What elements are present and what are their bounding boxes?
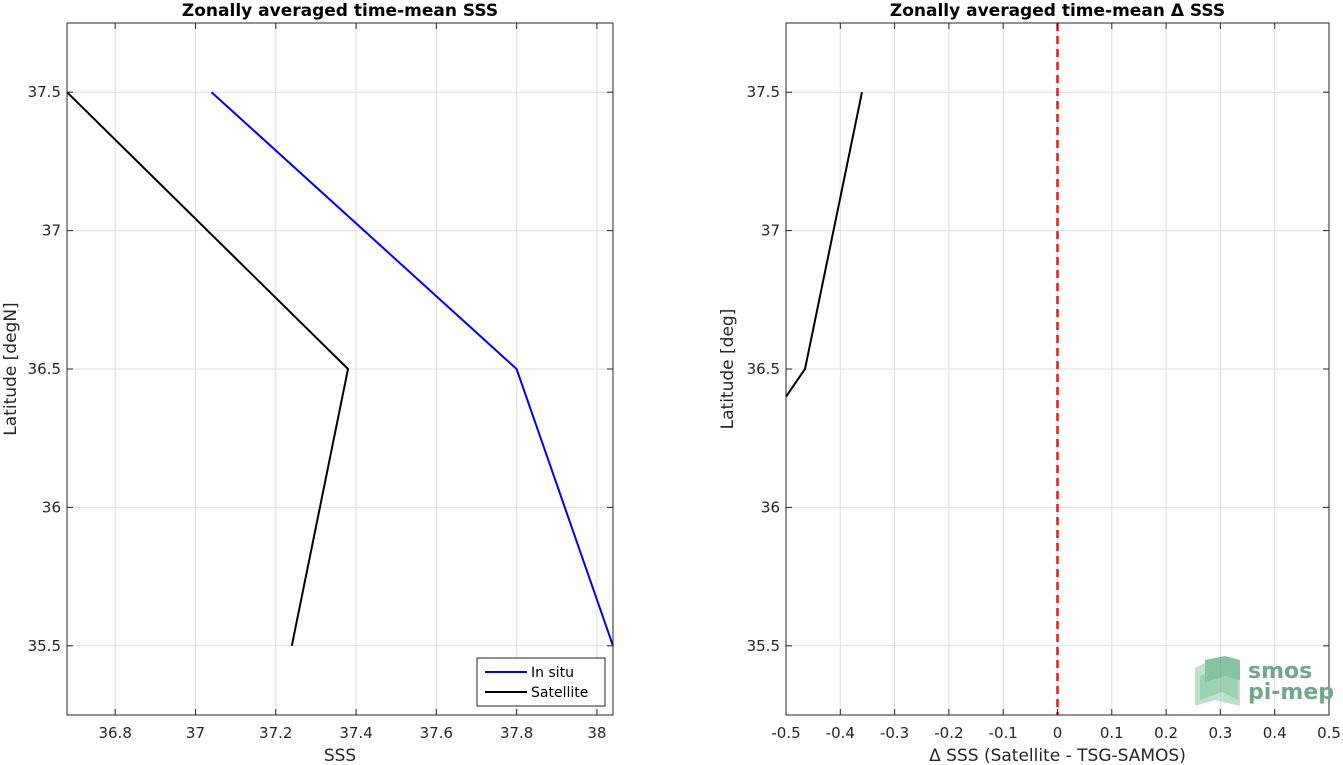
sss-chart-title: Zonally averaged time-mean SSS: [182, 1, 498, 21]
sss-y-axis-label: Latitude [degN]: [1, 302, 21, 435]
x-tick-label: 0.2: [1154, 724, 1178, 742]
y-tick-label: 37.5: [747, 83, 780, 101]
y-tick-label: 37: [761, 222, 780, 240]
x-tick-label: 0.5: [1317, 724, 1341, 742]
y-tick-label: 36: [42, 498, 61, 516]
y-tick-label: 35.5: [28, 637, 61, 655]
sss-x-axis-label: SSS: [324, 746, 356, 765]
sss-panel: 36.8 37 37.2 37.4 37.6 37.8 38 35.5 36 36.5 37 37.5…: [1, 1, 614, 765]
x-tick-label: 0.3: [1208, 724, 1232, 742]
legend-label: In situ: [531, 665, 574, 681]
smos-pi-mep-logo: smos pi-mep: [1195, 656, 1334, 706]
sss-series: [66, 91, 614, 647]
x-tick-label: 0.1: [1100, 724, 1124, 742]
logo-waves-icon: [1195, 656, 1240, 706]
y-tick-label: 36.5: [747, 360, 780, 378]
x-tick-label: 37.2: [259, 724, 292, 742]
sss-ticks: 36.8 37 37.2 37.4 37.6 37.8 38 35.5 36 36.5 37 37.5: [28, 23, 613, 742]
y-tick-label: 35.5: [747, 637, 780, 655]
x-tick-label: -0.4: [826, 724, 855, 742]
legend-box: [476, 657, 606, 707]
delta-sss-ticks: -0.5 -0.4 -0.3 -0.2 -0.1 0 0.1 0.2 0.3 0.4 0.5 35.5…: [747, 23, 1341, 742]
logo-line-2: pi-mep: [1248, 680, 1334, 705]
x-tick-label: 37.4: [339, 724, 372, 742]
x-tick-label: -0.5: [771, 724, 800, 742]
x-tick-label: 38: [587, 724, 606, 742]
delta-sss-panel: -0.5 -0.4 -0.3 -0.2 -0.1 0 0.1 0.2 0.3 0.4 0.5 35.5…: [718, 1, 1341, 765]
x-tick-label: 37: [186, 724, 205, 742]
x-tick-label: 37.6: [420, 724, 453, 742]
y-tick-label: 36: [761, 498, 780, 516]
delta-sss-chart-title: Zonally averaged time-mean Δ SSS: [890, 1, 1225, 21]
sss-grid: [67, 23, 613, 715]
x-tick-label: -0.1: [989, 724, 1018, 742]
y-tick-label: 37: [42, 222, 61, 240]
x-tick-label: -0.3: [880, 724, 909, 742]
delta-sss-series: [785, 23, 1059, 715]
x-tick-label: 36.8: [98, 724, 131, 742]
y-tick-label: 36.5: [28, 360, 61, 378]
y-tick-label: 37.5: [28, 83, 61, 101]
delta-sss-y-axis-label: Latitude [deg]: [718, 309, 738, 430]
series-line-satellite: [66, 91, 349, 646]
series-line-delta-sss: [785, 91, 863, 398]
delta-sss-x-axis-label: Δ SSS (Satellite - TSG-SAMOS): [929, 746, 1186, 765]
x-tick-label: -0.2: [934, 724, 963, 742]
legend-label: Satellite: [531, 685, 588, 701]
logo-line-1: smos: [1248, 659, 1312, 684]
x-tick-label: 0.4: [1263, 724, 1287, 742]
sss-legend: In situ Satellite: [476, 657, 606, 707]
x-tick-label: 37.8: [500, 724, 533, 742]
series-line-in-situ: [210, 91, 614, 647]
x-tick-label: 0: [1053, 724, 1063, 742]
